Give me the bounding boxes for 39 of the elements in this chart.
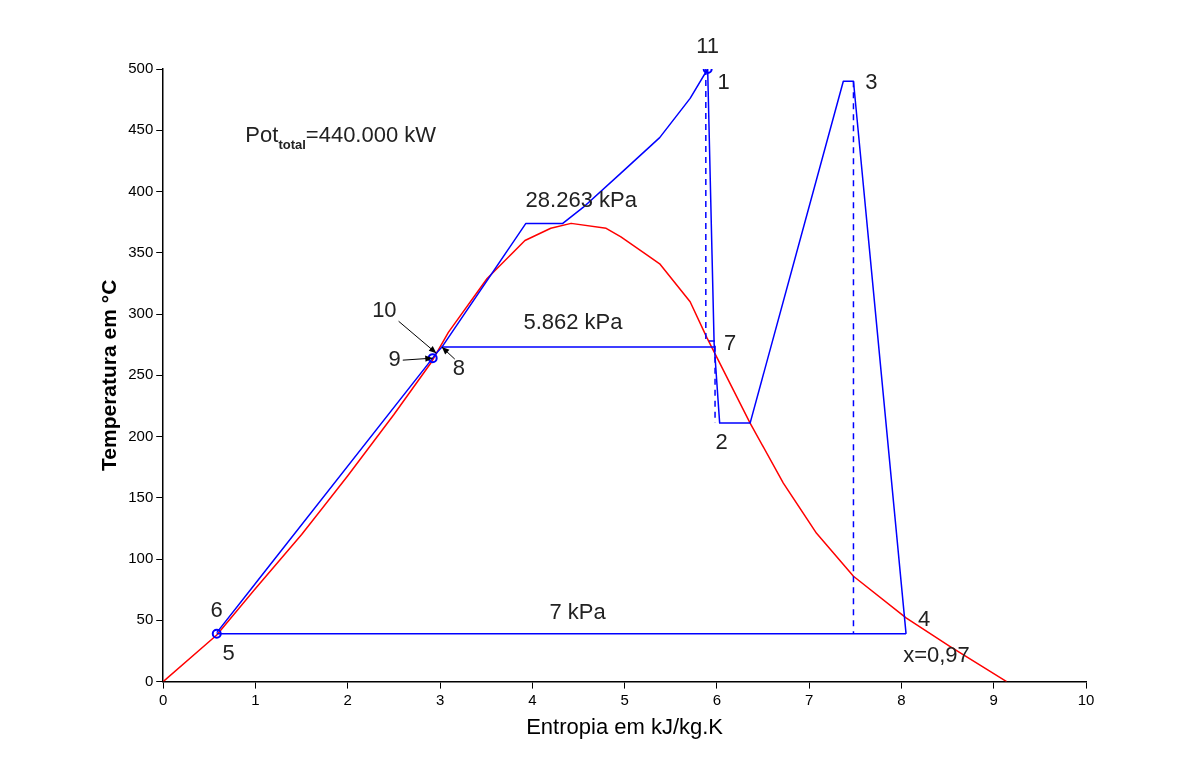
y-tick-label: 100 — [128, 549, 154, 567]
x-tick-label: 5 — [620, 690, 629, 708]
y-tick-label: 400 — [128, 181, 154, 199]
x-axis-title: Entropia em kJ/kg.K — [526, 713, 724, 739]
y-tick-label: 500 — [128, 59, 154, 77]
x-tick-label: 0 — [159, 690, 168, 708]
y-tick-label: 0 — [144, 671, 154, 689]
x-tick-label: 2 — [343, 690, 352, 708]
annotation: 5 — [222, 639, 235, 665]
annotation: 8 — [452, 355, 466, 381]
y-tick-label: 200 — [128, 426, 154, 444]
y-axis-title: Temperatura em °C — [97, 279, 121, 471]
annotation: 9 — [388, 346, 401, 372]
x-tick-label: 4 — [528, 690, 537, 708]
x-tick-label: 8 — [897, 690, 906, 708]
y-tick-label: 450 — [128, 120, 154, 138]
x-tick-label: 9 — [989, 690, 998, 708]
y-tick-label: 350 — [128, 242, 154, 260]
annotation: 1 — [717, 69, 730, 95]
y-tick-label: 300 — [128, 304, 154, 322]
x-tick-label: 3 — [435, 690, 445, 708]
annotation: 3 — [865, 69, 878, 95]
annotation: 2 — [715, 429, 728, 455]
y-tick-label: 50 — [136, 610, 154, 628]
annotation: x=0,97 — [903, 641, 970, 667]
annotation: 6 — [210, 596, 223, 622]
annotation: 11 — [696, 33, 720, 59]
x-tick-label: 7 — [805, 690, 814, 708]
x-tick-label: 6 — [712, 690, 722, 708]
annotation: 28.263 kPa — [525, 187, 638, 213]
x-tick-label: 1 — [251, 690, 260, 708]
annotation: 7 kPa — [549, 599, 607, 625]
annotation: 4 — [917, 605, 931, 631]
x-tick-label: 10 — [1077, 690, 1095, 708]
annotation: 5.862 kPa — [523, 309, 624, 335]
y-tick-label: 250 — [128, 365, 154, 383]
annotation: 10 — [372, 297, 397, 323]
annotation: 7 — [724, 329, 737, 355]
y-tick-label: 150 — [128, 487, 154, 505]
